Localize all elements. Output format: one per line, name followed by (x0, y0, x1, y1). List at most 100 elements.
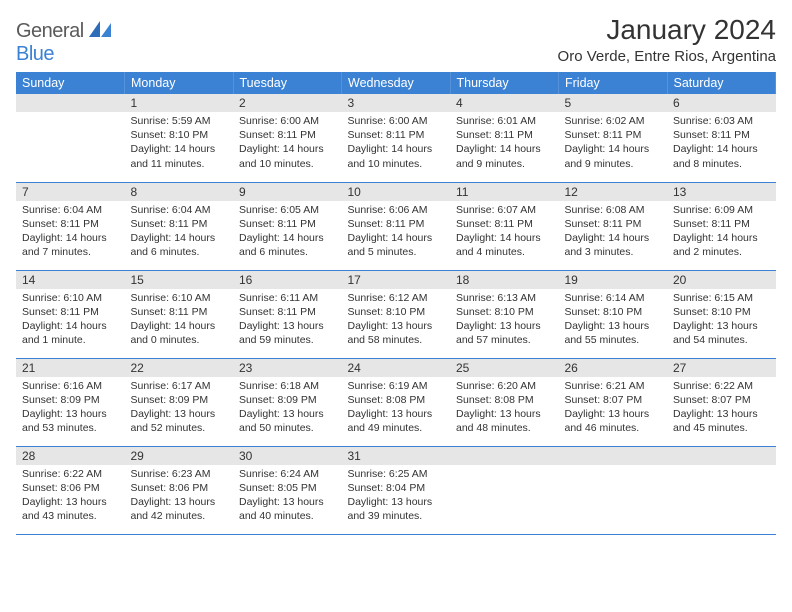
day-content: Sunrise: 6:11 AMSunset: 8:11 PMDaylight:… (233, 289, 342, 352)
calendar-day-cell: 24Sunrise: 6:19 AMSunset: 8:08 PMDayligh… (342, 358, 451, 446)
day-content: Sunrise: 6:20 AMSunset: 8:08 PMDaylight:… (450, 377, 559, 440)
day-content: Sunrise: 6:10 AMSunset: 8:11 PMDaylight:… (125, 289, 234, 352)
calendar-table: Sunday Monday Tuesday Wednesday Thursday… (16, 72, 776, 535)
sunrise-text: Sunrise: 6:01 AM (456, 114, 553, 128)
calendar-day-cell: 25Sunrise: 6:20 AMSunset: 8:08 PMDayligh… (450, 358, 559, 446)
sunset-text: Sunset: 8:11 PM (565, 217, 662, 231)
weekday-header: Sunday (16, 72, 125, 94)
weekday-header: Wednesday (342, 72, 451, 94)
calendar-day-cell: 16Sunrise: 6:11 AMSunset: 8:11 PMDayligh… (233, 270, 342, 358)
day-number (667, 447, 776, 465)
calendar-week-row: 21Sunrise: 6:16 AMSunset: 8:09 PMDayligh… (16, 358, 776, 446)
sunrise-text: Sunrise: 6:10 AM (131, 291, 228, 305)
day-number: 9 (233, 183, 342, 201)
day-number: 22 (125, 359, 234, 377)
day-content: Sunrise: 6:00 AMSunset: 8:11 PMDaylight:… (233, 112, 342, 175)
day-content: Sunrise: 6:22 AMSunset: 8:07 PMDaylight:… (667, 377, 776, 440)
day-number: 26 (559, 359, 668, 377)
daylight-text: Daylight: 14 hours and 2 minutes. (673, 231, 770, 259)
day-number: 19 (559, 271, 668, 289)
sunset-text: Sunset: 8:11 PM (456, 217, 553, 231)
sunrise-text: Sunrise: 5:59 AM (131, 114, 228, 128)
sunset-text: Sunset: 8:08 PM (456, 393, 553, 407)
day-content: Sunrise: 6:16 AMSunset: 8:09 PMDaylight:… (16, 377, 125, 440)
calendar-day-cell: 5Sunrise: 6:02 AMSunset: 8:11 PMDaylight… (559, 94, 668, 182)
day-number: 14 (16, 271, 125, 289)
day-number: 27 (667, 359, 776, 377)
calendar-day-cell: 1Sunrise: 5:59 AMSunset: 8:10 PMDaylight… (125, 94, 234, 182)
day-content: Sunrise: 6:12 AMSunset: 8:10 PMDaylight:… (342, 289, 451, 352)
sunset-text: Sunset: 8:11 PM (22, 305, 119, 319)
weekday-header: Monday (125, 72, 234, 94)
day-number: 2 (233, 94, 342, 112)
daylight-text: Daylight: 14 hours and 3 minutes. (565, 231, 662, 259)
sunrise-text: Sunrise: 6:04 AM (131, 203, 228, 217)
sunset-text: Sunset: 8:11 PM (348, 217, 445, 231)
day-number: 16 (233, 271, 342, 289)
calendar-day-cell: 29Sunrise: 6:23 AMSunset: 8:06 PMDayligh… (125, 446, 234, 534)
calendar-day-cell: 27Sunrise: 6:22 AMSunset: 8:07 PMDayligh… (667, 358, 776, 446)
daylight-text: Daylight: 14 hours and 0 minutes. (131, 319, 228, 347)
sunset-text: Sunset: 8:11 PM (565, 128, 662, 142)
sunset-text: Sunset: 8:11 PM (673, 217, 770, 231)
sunset-text: Sunset: 8:10 PM (348, 305, 445, 319)
daylight-text: Daylight: 13 hours and 52 minutes. (131, 407, 228, 435)
weekday-header: Saturday (667, 72, 776, 94)
daylight-text: Daylight: 14 hours and 10 minutes. (239, 142, 336, 170)
weekday-header: Tuesday (233, 72, 342, 94)
sunrise-text: Sunrise: 6:10 AM (22, 291, 119, 305)
day-number: 29 (125, 447, 234, 465)
daylight-text: Daylight: 13 hours and 50 minutes. (239, 407, 336, 435)
day-number: 10 (342, 183, 451, 201)
sunset-text: Sunset: 8:11 PM (239, 305, 336, 319)
month-title: January 2024 (558, 14, 776, 46)
calendar-week-row: 14Sunrise: 6:10 AMSunset: 8:11 PMDayligh… (16, 270, 776, 358)
sunset-text: Sunset: 8:10 PM (131, 128, 228, 142)
day-content: Sunrise: 6:25 AMSunset: 8:04 PMDaylight:… (342, 465, 451, 528)
daylight-text: Daylight: 14 hours and 4 minutes. (456, 231, 553, 259)
day-number (559, 447, 668, 465)
calendar-day-cell: 12Sunrise: 6:08 AMSunset: 8:11 PMDayligh… (559, 182, 668, 270)
calendar-day-cell: 9Sunrise: 6:05 AMSunset: 8:11 PMDaylight… (233, 182, 342, 270)
sunset-text: Sunset: 8:09 PM (131, 393, 228, 407)
daylight-text: Daylight: 13 hours and 57 minutes. (456, 319, 553, 347)
sunset-text: Sunset: 8:11 PM (456, 128, 553, 142)
calendar-day-cell (16, 94, 125, 182)
calendar-day-cell: 30Sunrise: 6:24 AMSunset: 8:05 PMDayligh… (233, 446, 342, 534)
calendar-day-cell: 15Sunrise: 6:10 AMSunset: 8:11 PMDayligh… (125, 270, 234, 358)
sunrise-text: Sunrise: 6:04 AM (22, 203, 119, 217)
calendar-day-cell: 8Sunrise: 6:04 AMSunset: 8:11 PMDaylight… (125, 182, 234, 270)
day-number: 30 (233, 447, 342, 465)
day-number (16, 94, 125, 112)
sunset-text: Sunset: 8:06 PM (131, 481, 228, 495)
sunrise-text: Sunrise: 6:24 AM (239, 467, 336, 481)
sunrise-text: Sunrise: 6:22 AM (673, 379, 770, 393)
daylight-text: Daylight: 14 hours and 1 minute. (22, 319, 119, 347)
calendar-day-cell: 21Sunrise: 6:16 AMSunset: 8:09 PMDayligh… (16, 358, 125, 446)
calendar-day-cell: 11Sunrise: 6:07 AMSunset: 8:11 PMDayligh… (450, 182, 559, 270)
daylight-text: Daylight: 14 hours and 5 minutes. (348, 231, 445, 259)
sunrise-text: Sunrise: 6:03 AM (673, 114, 770, 128)
daylight-text: Daylight: 14 hours and 6 minutes. (131, 231, 228, 259)
daylight-text: Daylight: 14 hours and 9 minutes. (456, 142, 553, 170)
calendar-day-cell: 7Sunrise: 6:04 AMSunset: 8:11 PMDaylight… (16, 182, 125, 270)
logo-text-wrap: General Blue (16, 20, 111, 66)
sunset-text: Sunset: 8:07 PM (565, 393, 662, 407)
sunrise-text: Sunrise: 6:25 AM (348, 467, 445, 481)
day-number (450, 447, 559, 465)
daylight-text: Daylight: 14 hours and 6 minutes. (239, 231, 336, 259)
location-text: Oro Verde, Entre Rios, Argentina (558, 48, 776, 65)
sunset-text: Sunset: 8:10 PM (565, 305, 662, 319)
daylight-text: Daylight: 13 hours and 45 minutes. (673, 407, 770, 435)
daylight-text: Daylight: 13 hours and 58 minutes. (348, 319, 445, 347)
calendar-day-cell: 28Sunrise: 6:22 AMSunset: 8:06 PMDayligh… (16, 446, 125, 534)
day-content: Sunrise: 6:13 AMSunset: 8:10 PMDaylight:… (450, 289, 559, 352)
day-number: 25 (450, 359, 559, 377)
day-content: Sunrise: 6:06 AMSunset: 8:11 PMDaylight:… (342, 201, 451, 264)
day-content: Sunrise: 6:07 AMSunset: 8:11 PMDaylight:… (450, 201, 559, 264)
sunrise-text: Sunrise: 6:18 AM (239, 379, 336, 393)
day-number: 23 (233, 359, 342, 377)
calendar-body: 1Sunrise: 5:59 AMSunset: 8:10 PMDaylight… (16, 94, 776, 534)
day-content: Sunrise: 5:59 AMSunset: 8:10 PMDaylight:… (125, 112, 234, 175)
sunrise-text: Sunrise: 6:16 AM (22, 379, 119, 393)
